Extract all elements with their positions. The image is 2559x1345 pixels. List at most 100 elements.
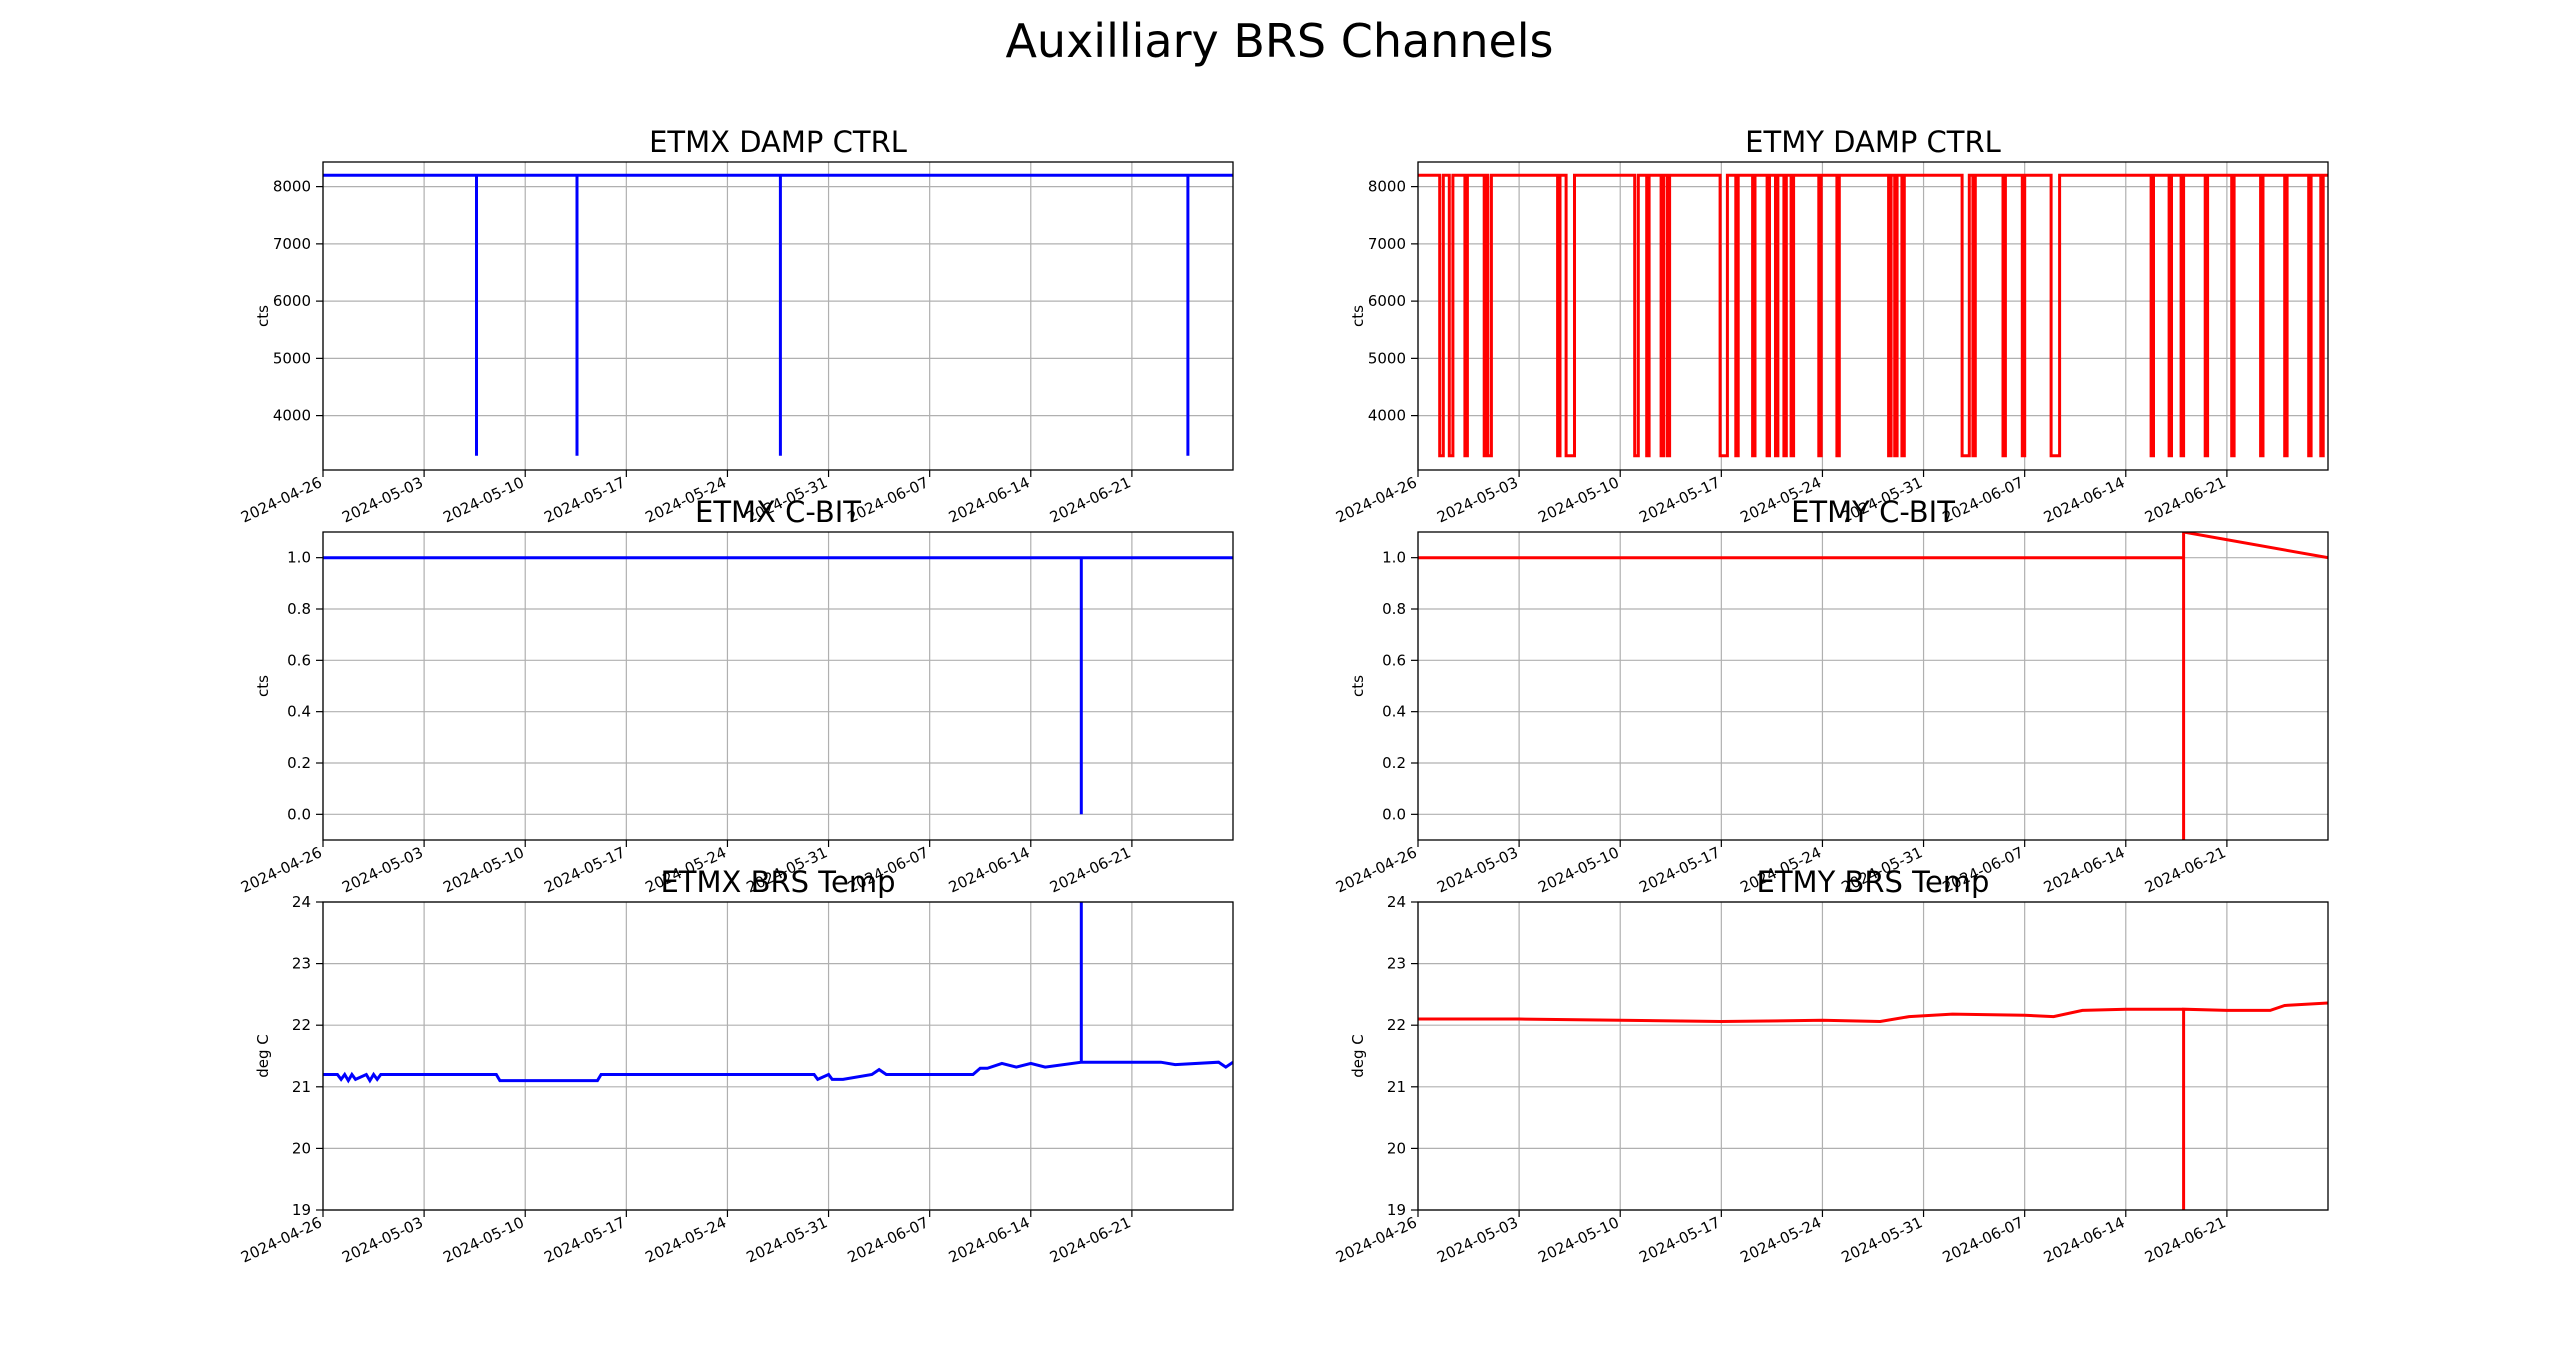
y-tick-label: 0.6 — [1382, 651, 1406, 669]
x-tick-label: 2024-04-26 — [1333, 473, 1420, 526]
y-tick-label: 0.8 — [287, 600, 311, 618]
series-line — [1418, 1001, 2328, 1210]
y-tick-label: 0.4 — [1382, 703, 1406, 721]
y-tick-label: 0.8 — [1382, 600, 1406, 618]
y-tick-label: 22 — [1387, 1016, 1406, 1034]
x-tick-label: 2024-05-03 — [1434, 473, 1521, 526]
x-tick-label: 2024-05-24 — [1738, 1213, 1825, 1266]
x-tick-label: 2024-05-17 — [541, 473, 628, 526]
subplot-title: ETMY C-BIT — [1791, 495, 1955, 529]
y-tick-label: 5000 — [273, 349, 311, 367]
y-tick-label: 6000 — [1368, 292, 1406, 310]
y-tick-label: 0.0 — [1382, 805, 1406, 823]
series-line — [323, 556, 1233, 815]
y-tick-label: 23 — [1387, 955, 1406, 973]
y-tick-label: 8000 — [273, 178, 311, 196]
subplot-4: 2024-04-26 2024-05-03 2024-05-10 2024-05-17… — [1333, 495, 2329, 896]
x-tick-label: 2024-05-10 — [440, 843, 527, 896]
x-tick-label: 2024-06-21 — [2142, 473, 2229, 526]
y-tick-label: 19 — [1387, 1201, 1406, 1219]
y-tick-label: 1.0 — [287, 549, 311, 567]
subplot-title: ETMY BRS Temp — [1757, 865, 1990, 899]
x-tick-label: 2024-04-26 — [238, 1213, 325, 1266]
y-tick-label: 0.6 — [287, 651, 311, 669]
x-tick-label: 2024-05-17 — [1636, 1213, 1723, 1266]
y-tick-label: 0.4 — [287, 703, 311, 721]
x-tick-label: 2024-06-14 — [946, 1213, 1033, 1266]
x-tick-label: 2024-06-14 — [946, 473, 1033, 526]
axes-frame — [1417, 161, 2329, 471]
y-tick-label: 6000 — [273, 292, 311, 310]
y-tick-label: 24 — [1387, 893, 1406, 911]
x-tick-label: 2024-05-10 — [1535, 843, 1622, 896]
y-axis-label: deg C — [254, 1034, 272, 1078]
subplot-title: ETMX DAMP CTRL — [649, 125, 907, 159]
x-tick-label: 2024-05-17 — [1636, 473, 1723, 526]
y-axis-label: cts — [1349, 675, 1367, 697]
y-tick-label: 0.0 — [287, 805, 311, 823]
x-tick-label: 2024-05-10 — [440, 1213, 527, 1266]
axes-frame — [322, 901, 1234, 1211]
x-tick-label: 2024-05-17 — [541, 843, 628, 896]
x-tick-label: 2024-05-17 — [541, 1213, 628, 1266]
y-tick-label: 7000 — [273, 235, 311, 253]
series-line — [323, 173, 1233, 456]
x-tick-label: 2024-06-14 — [946, 843, 1033, 896]
y-tick-label: 21 — [1387, 1078, 1406, 1096]
x-tick-label: 2024-06-07 — [845, 1213, 932, 1266]
subplot-1: 2024-04-26 2024-05-03 2024-05-10 2024-05-17… — [238, 125, 1234, 526]
y-tick-label: 24 — [292, 893, 311, 911]
y-tick-label: 0.2 — [287, 754, 311, 772]
y-axis-label: deg C — [1349, 1034, 1367, 1078]
x-tick-label: 2024-05-03 — [1434, 843, 1521, 896]
x-tick-label: 2024-06-07 — [1940, 1213, 2027, 1266]
x-tick-label: 2024-04-26 — [1333, 1213, 1420, 1266]
y-tick-label: 21 — [292, 1078, 311, 1096]
axes-frame — [1417, 901, 2329, 1211]
axes-frame — [322, 161, 1234, 471]
figure-title: Auxilliary BRS Channels — [1005, 14, 1554, 68]
x-tick-label: 2024-06-14 — [2041, 473, 2128, 526]
x-tick-label: 2024-04-26 — [238, 843, 325, 896]
x-tick-label: 2024-05-31 — [1839, 1213, 1926, 1266]
subplot-title: ETMY DAMP CTRL — [1745, 125, 2001, 159]
y-axis-label: cts — [254, 675, 272, 697]
subplot-5: 2024-04-26 2024-05-03 2024-05-10 2024-05-17… — [238, 865, 1234, 1266]
x-tick-label: 2024-05-24 — [643, 1213, 730, 1266]
y-tick-label: 4000 — [1368, 407, 1406, 425]
y-tick-label: 5000 — [1368, 349, 1406, 367]
x-tick-label: 2024-05-03 — [1434, 1213, 1521, 1266]
x-tick-label: 2024-06-21 — [2142, 843, 2229, 896]
x-tick-label: 2024-06-14 — [2041, 1213, 2128, 1266]
subplot-3: 2024-04-26 2024-05-03 2024-05-10 2024-05-17… — [238, 495, 1234, 896]
y-tick-label: 8000 — [1368, 178, 1406, 196]
x-tick-label: 2024-06-21 — [2142, 1213, 2229, 1266]
y-axis-label: cts — [1349, 305, 1367, 327]
x-tick-label: 2024-05-31 — [744, 1213, 831, 1266]
y-tick-label: 4000 — [273, 407, 311, 425]
x-tick-label: 2024-04-26 — [1333, 843, 1420, 896]
x-tick-label: 2024-05-10 — [440, 473, 527, 526]
x-tick-label: 2024-05-17 — [1636, 843, 1723, 896]
series-line — [1418, 532, 2328, 840]
x-tick-label: 2024-04-26 — [238, 473, 325, 526]
x-tick-label: 2024-05-03 — [339, 1213, 426, 1266]
axes-frame — [322, 531, 1234, 841]
x-tick-label: 2024-06-21 — [1047, 1213, 1134, 1266]
y-tick-label: 23 — [292, 955, 311, 973]
subplot-2: 2024-04-26 2024-05-03 2024-05-10 2024-05-17… — [1333, 125, 2329, 526]
y-tick-label: 20 — [1387, 1139, 1406, 1157]
y-tick-label: 7000 — [1368, 235, 1406, 253]
x-tick-label: 2024-06-21 — [1047, 843, 1134, 896]
y-tick-label: 19 — [292, 1201, 311, 1219]
x-tick-label: 2024-05-10 — [1535, 473, 1622, 526]
y-tick-label: 20 — [292, 1139, 311, 1157]
y-axis-label: cts — [254, 305, 272, 327]
x-tick-label: 2024-05-03 — [339, 843, 426, 896]
y-tick-label: 0.2 — [1382, 754, 1406, 772]
x-tick-label: 2024-05-03 — [339, 473, 426, 526]
axes-frame — [1417, 531, 2329, 841]
x-tick-label: 2024-05-10 — [1535, 1213, 1622, 1266]
